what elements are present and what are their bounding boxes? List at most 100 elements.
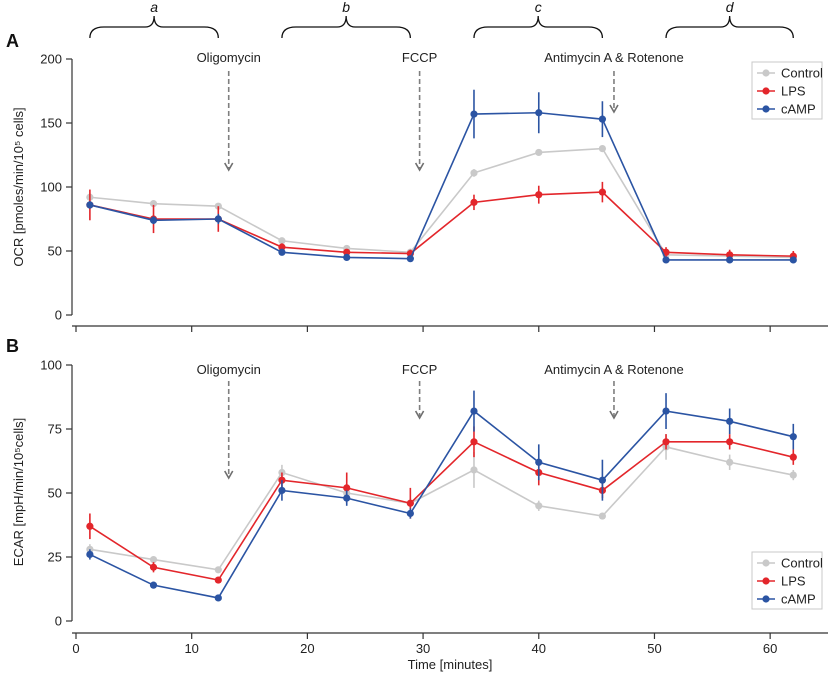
data-point-control — [149, 555, 158, 564]
data-point-lps — [726, 438, 734, 446]
arrow-head-icon — [414, 162, 425, 172]
legend-label-camp: cAMP — [781, 102, 816, 117]
arrow-head-icon — [224, 162, 234, 172]
data-point-camp — [470, 407, 478, 415]
data-point-camp — [598, 115, 607, 123]
phase-brace-d — [665, 15, 794, 39]
phase-label: d — [726, 0, 735, 15]
arrow-head-icon — [609, 104, 619, 114]
legend: Control LPS cAMP — [751, 551, 823, 610]
panel-b-chart: 0 25 50 75 100 ECAR [mpH/min/10⁵cells] 0 10 20 30… — [11, 358, 828, 672]
y-tick-label: 100 — [40, 358, 62, 373]
data-point-camp — [86, 201, 94, 209]
data-point-camp — [149, 216, 158, 224]
series-line-control — [89, 446, 794, 571]
legend: Control LPS cAMP — [751, 61, 823, 120]
injection-label-fccp: FCCP — [402, 50, 437, 65]
y-tick-label: 200 — [40, 52, 62, 67]
y-tick-label: 150 — [40, 116, 62, 131]
series-line-lps — [89, 440, 794, 581]
legend-swatch-dot-lps — [762, 87, 770, 95]
x-tick-label: 40 — [532, 641, 546, 656]
data-point-camp — [406, 509, 414, 518]
data-point-camp — [662, 256, 670, 264]
data-point-lps — [789, 453, 797, 461]
data-point-lps — [343, 248, 351, 256]
legend-swatch-dot-camp — [762, 595, 770, 603]
data-point-camp — [726, 256, 734, 264]
data-point-lps — [726, 251, 734, 259]
data-point-camp — [406, 255, 414, 263]
data-point-lps — [470, 438, 478, 446]
data-point-lps — [149, 563, 158, 571]
legend-swatch-dot-camp — [762, 105, 770, 113]
data-point-control — [598, 512, 607, 520]
data-point-camp — [598, 476, 607, 484]
legend-label-control: Control — [781, 556, 823, 571]
injection-label-antimycin-a-rotenone: Antimycin A & Rotenone — [544, 362, 683, 377]
data-point-camp — [214, 215, 222, 223]
data-point-camp — [470, 110, 478, 118]
panel-a-chart: 0 50 100 150 200 OCR [pmoles/min/10⁵ cells] Ol… — [11, 0, 828, 332]
data-point-control — [149, 200, 158, 208]
legend-swatch-dot-control — [762, 559, 770, 567]
series-control — [86, 145, 797, 261]
data-point-camp — [343, 253, 351, 261]
data-point-control — [598, 145, 607, 153]
phase-brace-b — [281, 15, 412, 39]
phase-label: c — [535, 0, 542, 15]
panel-b-letter: B — [6, 336, 19, 356]
series-line-lps — [89, 191, 794, 257]
data-point-camp — [214, 594, 222, 602]
data-point-lps — [598, 188, 607, 196]
data-point-control — [214, 202, 222, 210]
legend-swatch-dot-control — [762, 69, 770, 77]
legend-label-camp: cAMP — [781, 592, 816, 607]
x-tick-label: 10 — [184, 641, 198, 656]
x-tick-label: 50 — [647, 641, 661, 656]
data-point-camp — [535, 458, 543, 466]
series-line-camp — [89, 409, 794, 599]
y-tick-label: 75 — [48, 422, 62, 437]
data-point-camp — [86, 550, 94, 559]
series-camp — [86, 390, 797, 602]
data-point-control — [535, 502, 543, 510]
data-point-control — [726, 458, 734, 466]
legend-label-control: Control — [781, 66, 823, 81]
arrow-head-icon — [224, 470, 234, 480]
y-tick-label: 50 — [48, 486, 62, 501]
data-point-camp — [278, 486, 286, 495]
data-point-lps — [343, 484, 351, 492]
series-line-camp — [89, 111, 794, 261]
data-point-control — [214, 566, 222, 574]
legend-label-lps: LPS — [781, 574, 806, 589]
y-axis-title: ECAR [mpH/min/10⁵cells] — [11, 418, 26, 566]
data-point-camp — [789, 433, 797, 441]
x-axis-title: Time [minutes] — [408, 657, 493, 672]
data-point-lps — [86, 522, 94, 530]
legend-label-lps: LPS — [781, 84, 806, 99]
injection-label-antimycin-a-rotenone: Antimycin A & Rotenone — [544, 50, 683, 65]
data-point-camp — [278, 248, 286, 256]
y-tick-label: 0 — [55, 614, 62, 629]
data-point-control — [535, 148, 543, 157]
data-point-camp — [789, 256, 797, 264]
series-lps — [86, 426, 797, 584]
series-camp — [86, 89, 797, 264]
data-point-control — [789, 471, 797, 479]
series-lps — [86, 181, 797, 262]
data-point-lps — [662, 438, 670, 446]
data-point-control — [470, 466, 478, 474]
injection-label-fccp: FCCP — [402, 362, 437, 377]
injection-label-oligomycin: Oligomycin — [197, 50, 261, 65]
x-tick-label: 0 — [72, 641, 79, 656]
injection-label-oligomycin: Oligomycin — [197, 362, 261, 377]
y-tick-label: 25 — [48, 550, 62, 565]
data-point-lps — [214, 576, 222, 584]
arrow-head-icon — [609, 410, 619, 420]
data-point-control — [278, 237, 286, 245]
phase-label: a — [150, 0, 158, 15]
y-tick-label: 50 — [48, 244, 62, 259]
data-point-lps — [406, 499, 414, 507]
phase-brace-a — [89, 15, 219, 39]
